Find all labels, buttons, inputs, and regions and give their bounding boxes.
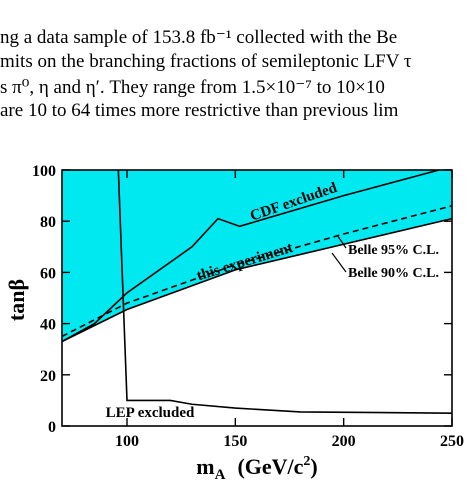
text-line: ng a data sample of 153.8 fb⁻¹ collected… (0, 27, 398, 48)
x-tick-label: 150 (223, 433, 247, 450)
curve-label: Belle 90% C.L. (348, 266, 439, 281)
x-tick-label: 250 (440, 433, 464, 450)
plot-frame (61, 169, 453, 427)
curve (117, 169, 453, 414)
curve (61, 217, 453, 343)
x-label-part: A (215, 467, 226, 483)
leader-line (331, 252, 347, 273)
y-tick-label: 60 (40, 265, 56, 282)
x-label-part: (GeV/c (237, 454, 303, 479)
y-tick-label: 0 (48, 419, 56, 436)
x-label-part: m (196, 454, 214, 479)
y-axis-label: tanβ (4, 279, 29, 321)
text-line: are 10 to 64 times more restrictive than… (0, 100, 399, 121)
x-tick-label: 200 (332, 433, 356, 450)
y-tick-label: 20 (40, 368, 56, 385)
x-label-part: 2 (303, 454, 310, 469)
curve-label: Belle 95% C.L. (348, 243, 439, 258)
y-tick-label: 100 (32, 163, 56, 180)
curve (61, 169, 440, 343)
text-line: mits on the branching fractions of semil… (0, 51, 412, 72)
x-axis-label: mA (GeV/c2) (196, 454, 317, 483)
leader-line (336, 234, 347, 249)
x-label-part: ) (310, 454, 317, 479)
y-tick-label: 40 (40, 317, 56, 334)
curve-label: LEP excluded (106, 405, 195, 421)
text-line: s π⁰, η and η′. They range from 1.5×10⁻⁷… (0, 77, 385, 98)
x-tick-label: 100 (115, 433, 139, 450)
y-tick-label: 80 (40, 214, 56, 231)
excluded-region (62, 170, 452, 342)
